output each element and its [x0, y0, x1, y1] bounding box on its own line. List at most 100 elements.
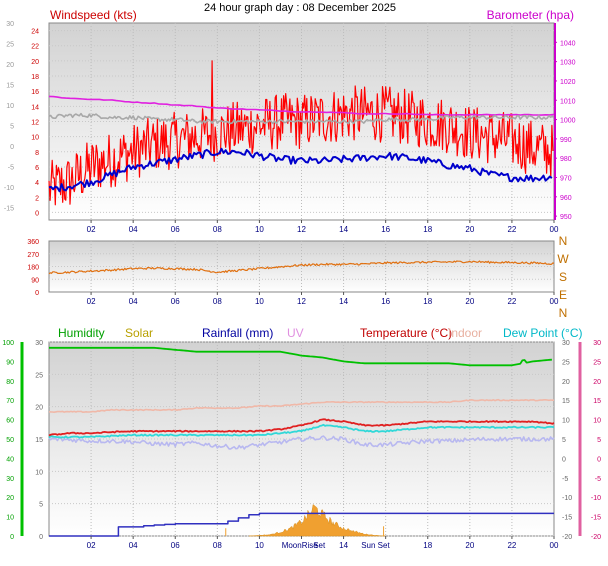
temperature-series	[48, 418, 555, 437]
humidity-tick-label: 40	[6, 456, 14, 463]
wind-gust-series	[48, 60, 554, 206]
x-tick-label: 04	[129, 541, 138, 550]
solar-series	[248, 504, 386, 537]
left-tick-label: 20	[35, 405, 43, 412]
barometer-tick-label: 1010	[560, 98, 576, 105]
compass-label: E	[559, 288, 567, 302]
secondary-tick-label: 5	[10, 124, 14, 131]
x-tick-label: 04	[129, 297, 138, 306]
temperature-tick-label: 30	[593, 340, 601, 347]
astro-annotation: MoonRise	[282, 541, 319, 550]
temperature-tick-label: -5	[595, 476, 601, 483]
x-tick-label: 14	[339, 541, 348, 550]
direction-tick-label: 360	[27, 239, 39, 246]
x-tick-label: 08	[213, 225, 222, 234]
x-tick-label: 02	[87, 297, 96, 306]
x-tick-label: 18	[423, 225, 432, 234]
temperature-tick-label: -20	[591, 534, 601, 541]
legend-dewpoint: Dew Point (°C)	[503, 326, 582, 340]
direction-tick-label: 0	[35, 290, 39, 297]
barometer-tick-label: 950	[560, 214, 572, 221]
right-tick-label: 30	[562, 340, 570, 347]
direction-tick-label: 180	[27, 265, 39, 272]
barometer-tick-label: 990	[560, 137, 572, 144]
temperature-tick-label: -15	[591, 515, 601, 522]
legend-uv: UV	[287, 326, 304, 340]
temperature-tick-label: 25	[593, 359, 601, 366]
secondary-tick-label: -5	[8, 165, 14, 172]
temperature-tick-label: 20	[593, 379, 601, 386]
x-tick-label: 14	[339, 225, 348, 234]
windspeed-tick-label: 8	[35, 150, 39, 157]
windspeed-tick-label: 14	[31, 104, 39, 111]
humidity-tick-label: 20	[6, 495, 14, 502]
uv-series	[48, 435, 555, 450]
chart-title: 24 hour graph day : 08 December 2025	[204, 2, 396, 14]
secondary-tick-label: 20	[6, 62, 14, 69]
astro-annotation: Sun Set	[361, 541, 390, 550]
secondary-tick-label: 25	[6, 42, 14, 49]
temperature-tick-label: 15	[593, 398, 601, 405]
x-tick-label: 00	[550, 225, 559, 234]
x-tick-label: 22	[507, 541, 516, 550]
windspeed-tick-label: 10	[31, 135, 39, 142]
windspeed-tick-label: 16	[31, 89, 39, 96]
left-tick-label: 25	[35, 372, 43, 379]
barometer-tick-label: 980	[560, 156, 572, 163]
legend-humidity: Humidity	[58, 326, 105, 340]
wind-average-series	[48, 147, 553, 193]
x-tick-label: 18	[423, 297, 432, 306]
right-tick-label: -20	[562, 534, 572, 541]
direction-tick-label: 90	[31, 277, 39, 284]
secondary-tick-label: 0	[10, 144, 14, 151]
x-tick-label: 00	[550, 541, 559, 550]
windspeed-axis-title: Windspeed (kts)	[50, 8, 137, 22]
astro-annotation: Set	[313, 541, 326, 550]
left-tick-label: 30	[35, 340, 43, 347]
x-tick-label: 18	[423, 541, 432, 550]
x-tick-label: 10	[255, 541, 264, 550]
temperature-tick-label: 0	[597, 456, 601, 463]
windspeed-tick-label: 2	[35, 195, 39, 202]
x-tick-label: 06	[171, 297, 180, 306]
x-tick-label: 12	[297, 297, 306, 306]
right-tick-label: 0	[562, 456, 566, 463]
barometer-tick-label: 960	[560, 195, 572, 202]
humidity-tick-label: 30	[6, 476, 14, 483]
humidity-series	[49, 346, 552, 367]
left-tick-label: 10	[35, 469, 43, 476]
secondary-tick-label: 15	[6, 83, 14, 90]
x-tick-label: 22	[507, 297, 516, 306]
x-tick-label: 20	[465, 225, 474, 234]
windspeed-tick-label: 24	[31, 29, 39, 36]
x-tick-label: 02	[87, 225, 96, 234]
windspeed-tick-label: 22	[31, 44, 39, 51]
x-tick-label: 08	[213, 541, 222, 550]
x-tick-label: 16	[381, 297, 390, 306]
x-tick-label: 02	[87, 541, 96, 550]
windspeed-tick-label: 12	[31, 120, 39, 127]
right-tick-label: 15	[562, 398, 570, 405]
windspeed-tick-label: 6	[35, 165, 39, 172]
direction-tick-label: 270	[27, 252, 39, 259]
rainfall-series	[49, 512, 554, 537]
right-tick-label: 20	[562, 379, 570, 386]
x-tick-label: 10	[255, 225, 264, 234]
legend-indoor: Indoor	[448, 326, 482, 340]
secondary-tick-label: 10	[6, 103, 14, 110]
right-tick-label: -10	[562, 495, 572, 502]
x-tick-label: 08	[213, 297, 222, 306]
secondary-tick-label: 30	[6, 21, 14, 28]
humidity-tick-label: 60	[6, 418, 14, 425]
left-tick-label: 0	[39, 534, 43, 541]
left-tick-label: 15	[35, 437, 43, 444]
barometer-tick-label: 1020	[560, 79, 576, 86]
barometer-series	[48, 95, 555, 116]
legend: Humidity Solar Rainfall (mm) UV Temperat…	[58, 326, 582, 340]
legend-temperature: Temperature (°C)	[360, 326, 452, 340]
x-tick-label: 14	[339, 297, 348, 306]
right-tick-label: 5	[562, 437, 566, 444]
barometer-tick-label: 1040	[560, 40, 576, 47]
barometer-tick-label: 1000	[560, 118, 576, 125]
